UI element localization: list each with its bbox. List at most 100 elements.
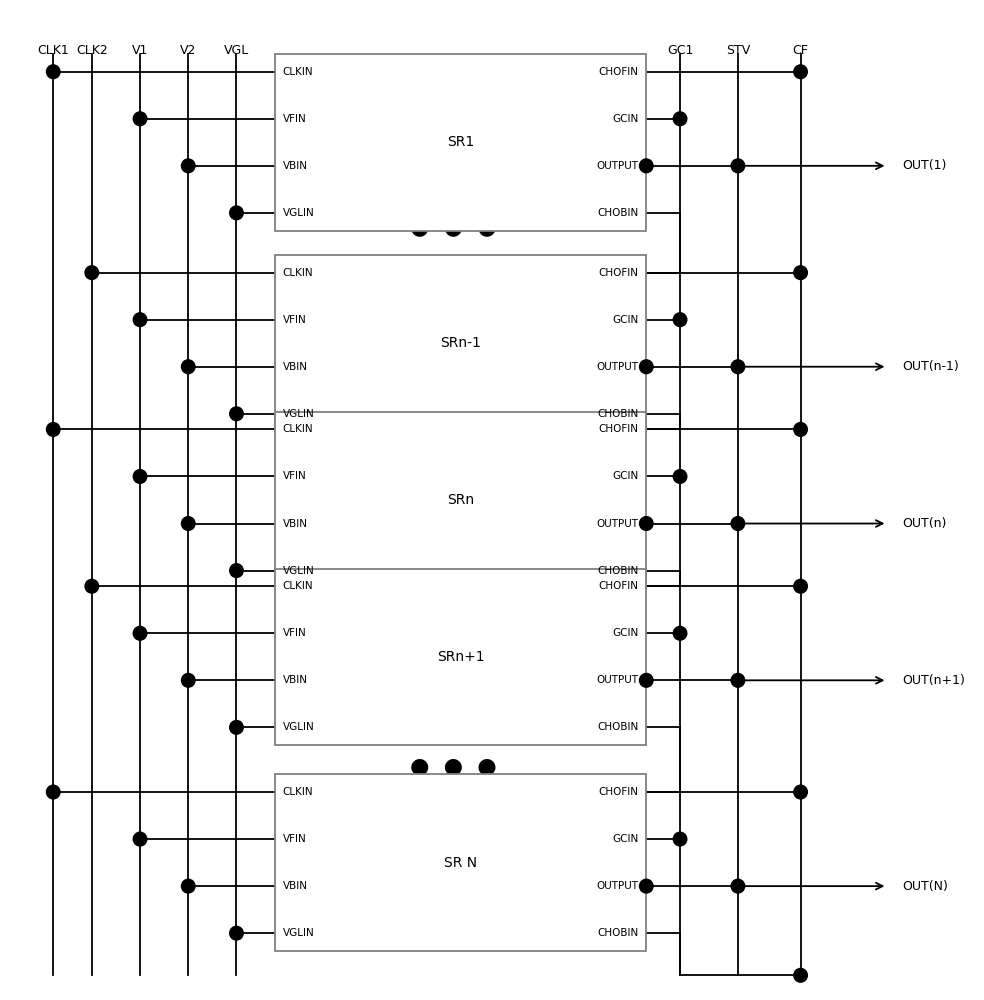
Circle shape — [229, 206, 243, 220]
Text: OUT(n+1): OUT(n+1) — [902, 674, 964, 687]
Text: VBIN: VBIN — [282, 161, 308, 171]
Circle shape — [133, 470, 147, 483]
Text: CLKIN: CLKIN — [282, 67, 313, 77]
Circle shape — [229, 407, 243, 421]
Circle shape — [46, 785, 60, 799]
Text: VGLIN: VGLIN — [282, 566, 315, 576]
Circle shape — [794, 423, 807, 436]
Circle shape — [85, 579, 98, 593]
Bar — [275, 569, 646, 745]
Circle shape — [731, 159, 745, 173]
Circle shape — [46, 65, 60, 79]
Text: CHOBIN: CHOBIN — [597, 566, 639, 576]
Text: CHOFIN: CHOFIN — [598, 268, 639, 278]
Text: CLKIN: CLKIN — [282, 268, 313, 278]
Text: VFIN: VFIN — [282, 471, 306, 481]
Circle shape — [640, 159, 653, 173]
Circle shape — [640, 517, 653, 530]
Text: OUT(N): OUT(N) — [902, 880, 948, 893]
Circle shape — [181, 673, 195, 687]
Text: V1: V1 — [132, 44, 149, 57]
Circle shape — [673, 112, 687, 126]
Text: VFIN: VFIN — [282, 628, 306, 638]
Text: VGLIN: VGLIN — [282, 722, 315, 732]
Text: VGLIN: VGLIN — [282, 928, 315, 938]
Text: SR N: SR N — [444, 856, 477, 870]
Text: OUT(n): OUT(n) — [902, 517, 947, 530]
Text: GCIN: GCIN — [612, 471, 639, 481]
Text: CLKIN: CLKIN — [282, 787, 313, 797]
Circle shape — [181, 517, 195, 530]
Text: GCIN: GCIN — [612, 834, 639, 844]
Text: CHOBIN: CHOBIN — [597, 722, 639, 732]
Text: OUT(1): OUT(1) — [902, 159, 947, 172]
Text: CHOFIN: CHOFIN — [598, 424, 639, 434]
Circle shape — [181, 159, 195, 173]
Circle shape — [673, 313, 687, 327]
Circle shape — [181, 360, 195, 374]
Text: VGLIN: VGLIN — [282, 409, 315, 419]
Text: SRn: SRn — [447, 493, 474, 507]
Text: ●  ●  ●: ● ● ● — [410, 757, 497, 777]
Text: VGLIN: VGLIN — [282, 208, 315, 218]
Text: VFIN: VFIN — [282, 834, 306, 844]
Circle shape — [229, 720, 243, 734]
Text: CLKIN: CLKIN — [282, 424, 313, 434]
Text: VGL: VGL — [223, 44, 249, 57]
Circle shape — [133, 112, 147, 126]
Text: OUTPUT: OUTPUT — [596, 362, 639, 372]
Circle shape — [731, 879, 745, 893]
Circle shape — [794, 266, 807, 279]
Circle shape — [794, 785, 807, 799]
Circle shape — [673, 470, 687, 483]
Bar — [275, 774, 646, 951]
Text: OUTPUT: OUTPUT — [596, 161, 639, 171]
Text: SR1: SR1 — [447, 135, 474, 149]
Text: VBIN: VBIN — [282, 362, 308, 372]
Circle shape — [229, 564, 243, 577]
Circle shape — [133, 626, 147, 640]
Circle shape — [731, 517, 745, 530]
Text: SRn-1: SRn-1 — [440, 336, 481, 350]
Text: VBIN: VBIN — [282, 881, 308, 891]
Text: CF: CF — [793, 44, 809, 57]
Circle shape — [640, 360, 653, 374]
Circle shape — [85, 266, 98, 279]
Text: CHOFIN: CHOFIN — [598, 67, 639, 77]
Circle shape — [133, 313, 147, 327]
Bar — [275, 54, 646, 231]
Circle shape — [794, 968, 807, 982]
Text: VBIN: VBIN — [282, 519, 308, 529]
Text: OUTPUT: OUTPUT — [596, 881, 639, 891]
Text: GC1: GC1 — [667, 44, 694, 57]
Text: STV: STV — [726, 44, 750, 57]
Circle shape — [640, 879, 653, 893]
Bar — [275, 412, 646, 588]
Text: CHOBIN: CHOBIN — [597, 928, 639, 938]
Text: OUTPUT: OUTPUT — [596, 675, 639, 685]
Circle shape — [133, 832, 147, 846]
Text: VFIN: VFIN — [282, 114, 306, 124]
Circle shape — [794, 65, 807, 79]
Text: GCIN: GCIN — [612, 628, 639, 638]
Circle shape — [731, 360, 745, 374]
Circle shape — [46, 423, 60, 436]
Text: VFIN: VFIN — [282, 315, 306, 325]
Circle shape — [731, 673, 745, 687]
Circle shape — [794, 579, 807, 593]
Text: CLK2: CLK2 — [76, 44, 107, 57]
Text: CLK1: CLK1 — [37, 44, 69, 57]
Text: V2: V2 — [180, 44, 197, 57]
Text: OUTPUT: OUTPUT — [596, 519, 639, 529]
Text: CHOFIN: CHOFIN — [598, 581, 639, 591]
Text: CHOBIN: CHOBIN — [597, 208, 639, 218]
Text: CLKIN: CLKIN — [282, 581, 313, 591]
Bar — [275, 255, 646, 431]
Text: CHOBIN: CHOBIN — [597, 409, 639, 419]
Text: OUT(n-1): OUT(n-1) — [902, 360, 958, 373]
Circle shape — [673, 832, 687, 846]
Circle shape — [673, 626, 687, 640]
Text: GCIN: GCIN — [612, 315, 639, 325]
Text: VBIN: VBIN — [282, 675, 308, 685]
Text: GCIN: GCIN — [612, 114, 639, 124]
